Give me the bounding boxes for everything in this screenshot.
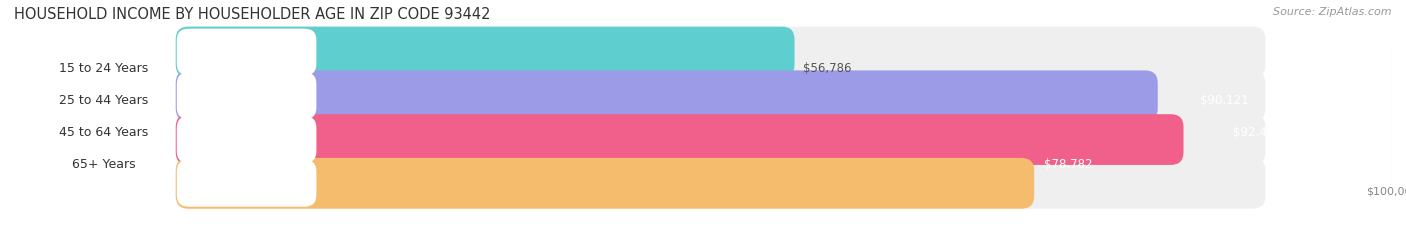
Bar: [14, 60, 797, 78]
Text: $56,786: $56,786: [803, 62, 852, 75]
Bar: [14, 155, 1392, 173]
Bar: [14, 155, 1099, 173]
Text: HOUSEHOLD INCOME BY HOUSEHOLDER AGE IN ZIP CODE 93442: HOUSEHOLD INCOME BY HOUSEHOLDER AGE IN Z…: [14, 7, 491, 22]
FancyBboxPatch shape: [176, 158, 1035, 209]
FancyBboxPatch shape: [176, 27, 794, 77]
Bar: [14, 91, 1256, 110]
FancyBboxPatch shape: [176, 158, 1265, 209]
FancyBboxPatch shape: [177, 160, 316, 207]
Text: $90,121: $90,121: [1201, 94, 1249, 107]
Text: 65+ Years: 65+ Years: [72, 158, 135, 171]
Bar: [14, 123, 1392, 142]
FancyBboxPatch shape: [176, 114, 1184, 165]
Text: 15 to 24 Years: 15 to 24 Years: [59, 62, 148, 75]
FancyBboxPatch shape: [177, 72, 316, 119]
FancyBboxPatch shape: [177, 29, 316, 75]
Bar: [14, 91, 1392, 110]
FancyBboxPatch shape: [176, 27, 1265, 77]
FancyBboxPatch shape: [176, 114, 1265, 165]
Text: 25 to 44 Years: 25 to 44 Years: [59, 94, 148, 107]
Text: 45 to 64 Years: 45 to 64 Years: [59, 126, 148, 139]
Bar: [14, 123, 1288, 142]
FancyBboxPatch shape: [177, 116, 316, 163]
FancyBboxPatch shape: [176, 70, 1265, 121]
Text: $78,782: $78,782: [1045, 158, 1092, 171]
Bar: [14, 60, 1392, 78]
Text: Source: ZipAtlas.com: Source: ZipAtlas.com: [1274, 7, 1392, 17]
Text: $92,484: $92,484: [1233, 126, 1281, 139]
FancyBboxPatch shape: [176, 70, 1157, 121]
